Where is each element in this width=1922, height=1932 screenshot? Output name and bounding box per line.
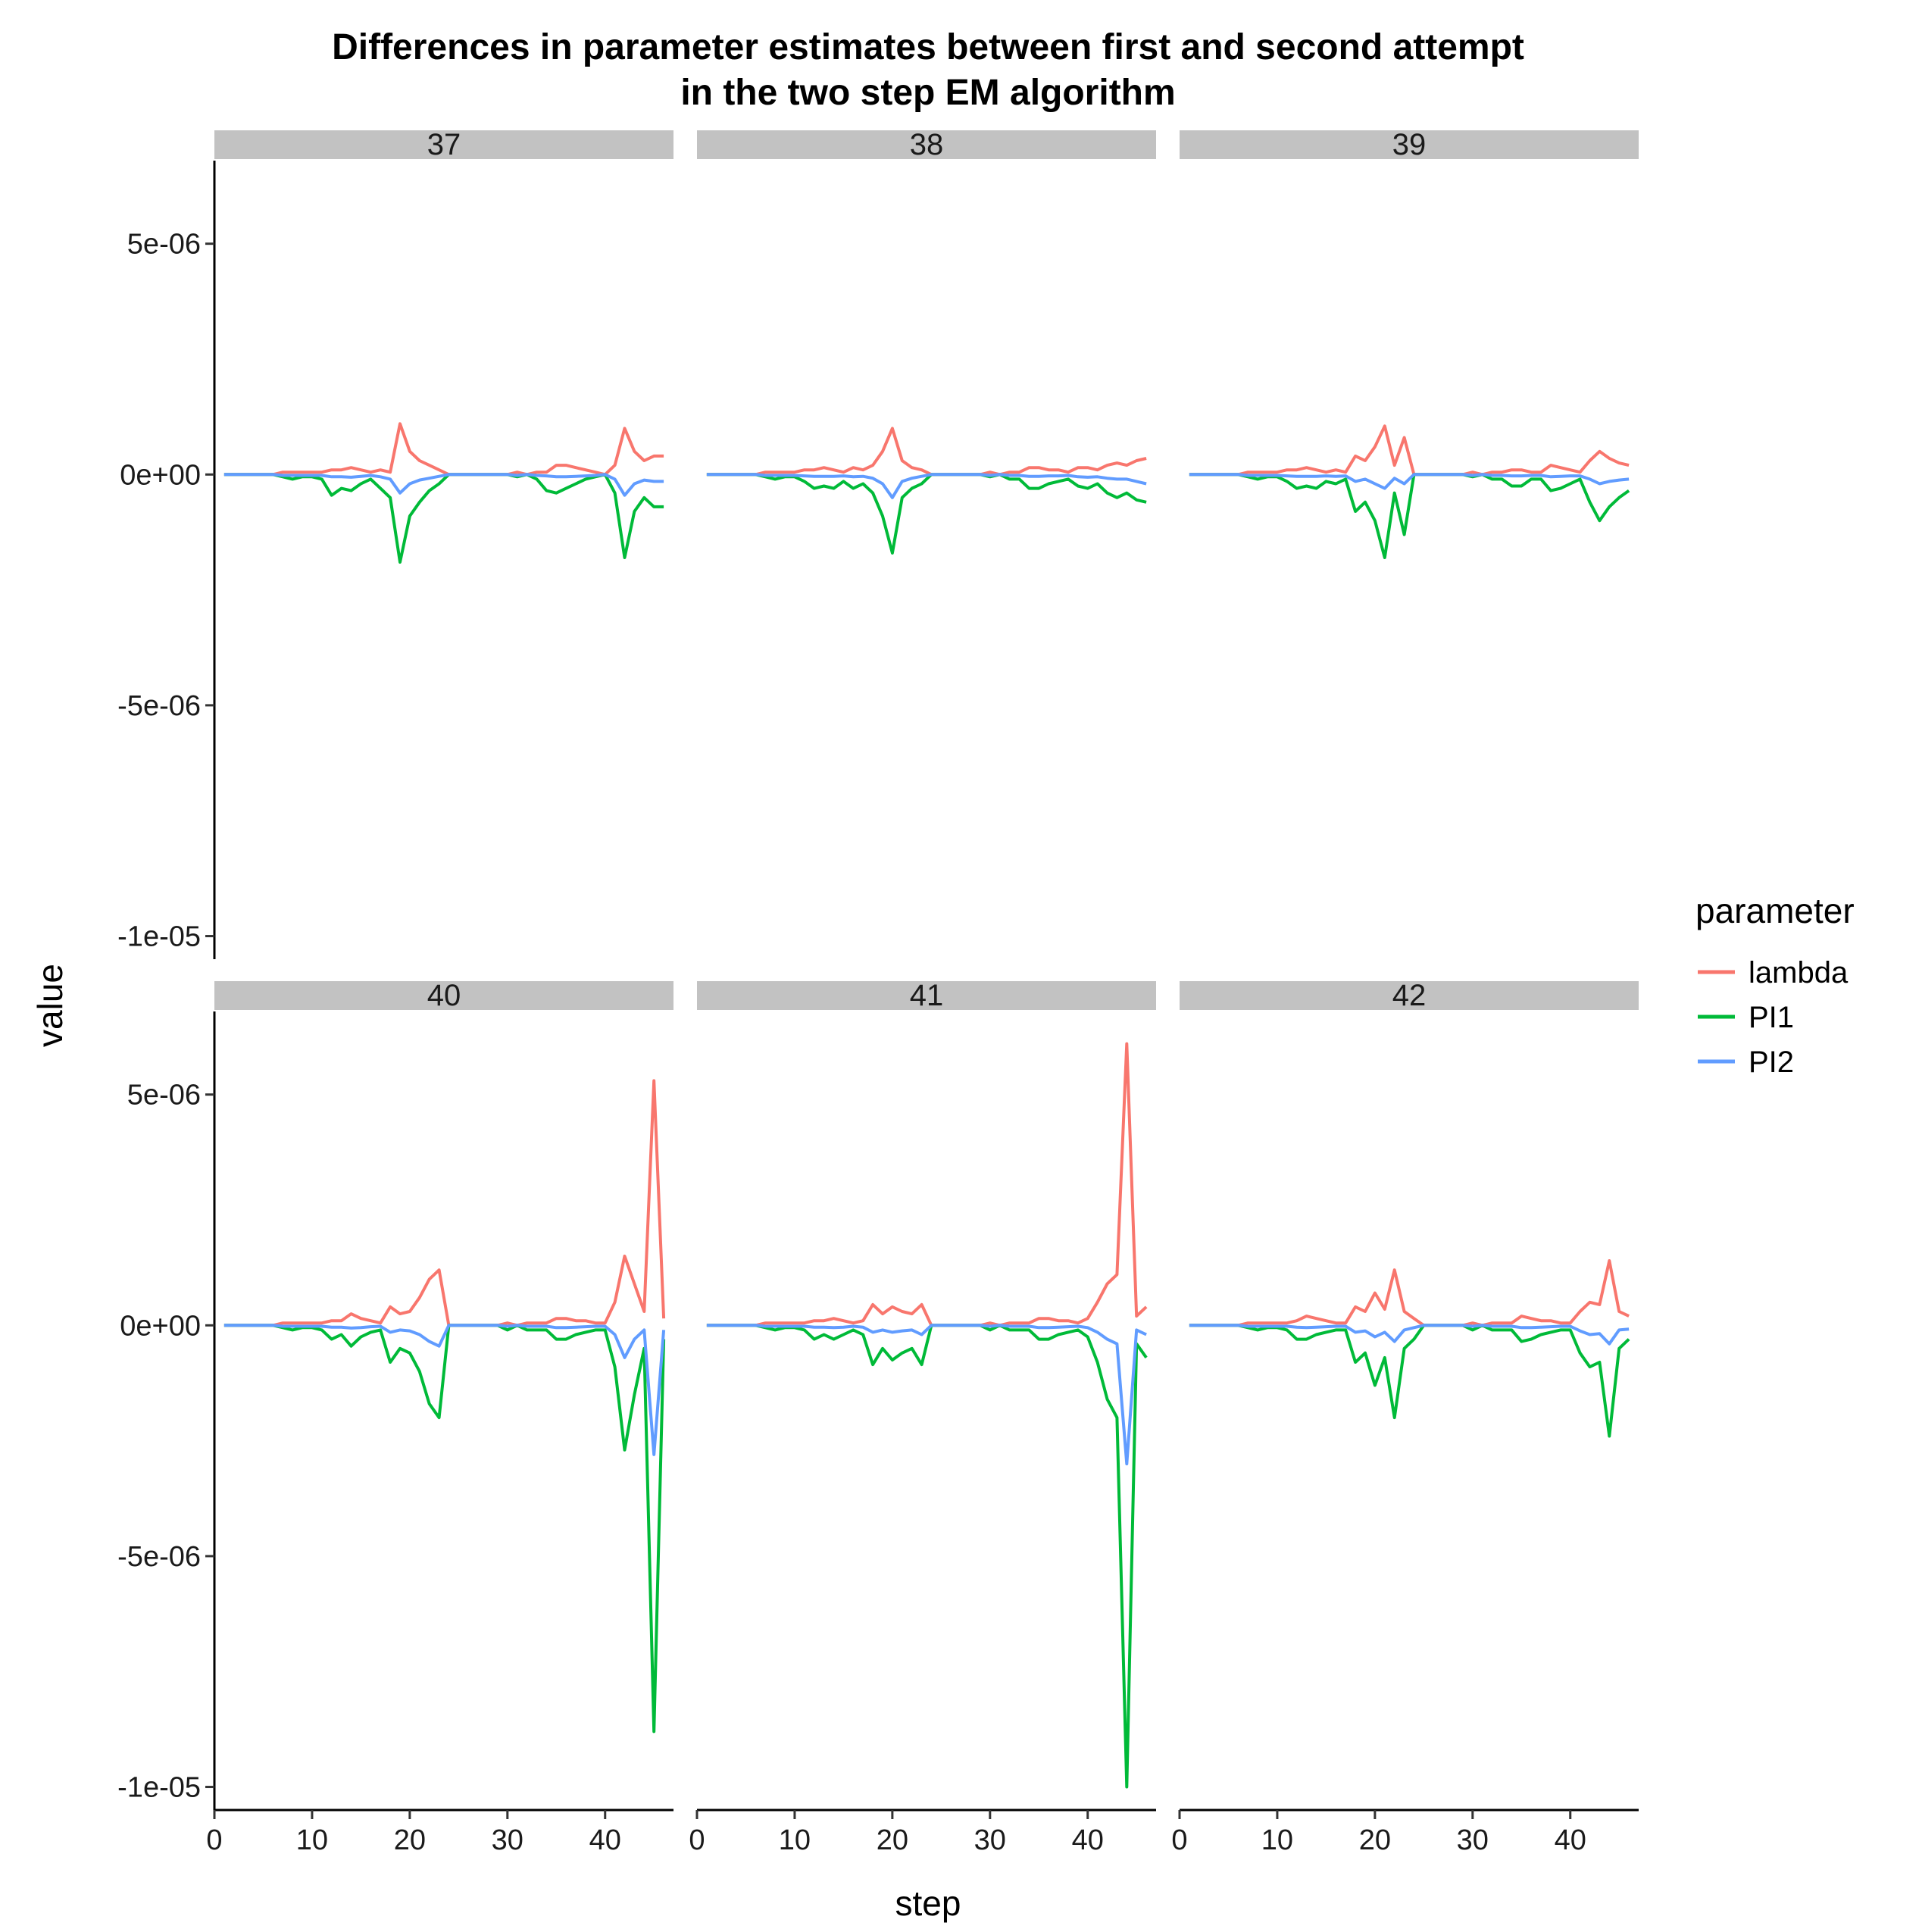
x-tick-label: 30	[974, 1824, 1006, 1856]
y-tick-label: 5e-06	[127, 229, 201, 261]
x-tick-label: 20	[1359, 1824, 1391, 1856]
x-tick-label: 10	[296, 1824, 328, 1856]
series-line-pi2	[223, 1324, 666, 1456]
y-tick-label: -1e-05	[117, 1772, 201, 1804]
series-line-pi1	[1189, 1324, 1630, 1438]
facet-strip-label: 39	[1392, 128, 1427, 161]
facet-panel-39: 39	[1180, 128, 1639, 559]
series-line-pi1	[223, 473, 664, 564]
series-line-lambda	[1189, 1259, 1630, 1327]
facet-strip	[697, 130, 1156, 159]
y-tick-label: -5e-06	[117, 1541, 201, 1573]
series-line-pi1	[706, 1324, 1148, 1789]
series-line-lambda	[223, 422, 664, 477]
series-line-pi2	[1189, 1324, 1630, 1346]
y-tick-label: 0e+00	[120, 459, 201, 491]
x-tick-label: 40	[1555, 1824, 1586, 1856]
series-line-pi2	[706, 473, 1147, 499]
y-tick-label: 5e-06	[127, 1080, 201, 1111]
y-axis-title: value	[30, 964, 70, 1047]
x-tick-label: 0	[689, 1824, 705, 1856]
x-tick-label: 30	[492, 1824, 523, 1856]
x-axes: 0 10 20 30 40 0 10 20 30 40 0 10 20 30 40	[206, 1809, 1639, 1856]
facet-strip	[697, 981, 1156, 1010]
x-axis-title: step	[895, 1884, 961, 1923]
facet-panel-38: 38	[697, 128, 1156, 555]
y-tick-label: -5e-06	[117, 690, 201, 722]
facet-strip	[214, 130, 673, 159]
facet-strip-label: 42	[1392, 979, 1427, 1012]
x-tick-label: 40	[589, 1824, 621, 1856]
facet-strip	[1180, 981, 1639, 1010]
legend-label-pi1: PI1	[1749, 1001, 1794, 1034]
y-axes: 5e-06 0e+00 -5e-06 -1e-05 5e-06 0e+00 -5e-06 -1…	[117, 161, 216, 1810]
facet-strip	[214, 981, 673, 1010]
chart-title: Differences in parameter estimates betwe…	[332, 27, 1524, 67]
facet-panel-37: 37	[214, 128, 673, 564]
series-line-lambda	[706, 1042, 1148, 1327]
series-line-pi2	[706, 1324, 1147, 1466]
legend-title: parameter	[1695, 891, 1855, 930]
x-tick-label: 10	[779, 1824, 811, 1856]
series-line-lambda	[706, 427, 1147, 477]
facet-strip-label: 41	[910, 979, 944, 1012]
x-tick-label: 40	[1072, 1824, 1104, 1856]
x-tick-label: 20	[394, 1824, 426, 1856]
facet-panel-42: 42	[1180, 979, 1639, 1438]
facet-strip-label: 38	[910, 128, 944, 161]
x-tick-label: 0	[1171, 1824, 1187, 1856]
facet-strip-label: 37	[427, 128, 461, 161]
facet-strip-label: 40	[427, 979, 461, 1012]
legend: parameter lambda PI1 PI2	[1695, 891, 1855, 1079]
series-line-lambda	[223, 1079, 666, 1327]
series-line-pi1	[223, 1324, 666, 1733]
chart-subtitle: in the two step EM algorithm	[680, 73, 1175, 113]
facet-panels: 37 38 39 40 41 42	[214, 128, 1639, 1789]
series-line-pi1	[706, 473, 1147, 555]
legend-label-pi2: PI2	[1749, 1046, 1794, 1079]
y-tick-label: -1e-05	[117, 921, 201, 953]
x-tick-label: 0	[206, 1824, 222, 1856]
x-tick-label: 10	[1261, 1824, 1293, 1856]
series-line-pi2	[223, 473, 664, 497]
facet-strip	[1180, 130, 1639, 159]
legend-label-lambda: lambda	[1749, 956, 1849, 989]
x-tick-label: 20	[877, 1824, 908, 1856]
facet-panel-41: 41	[697, 979, 1156, 1789]
legend-items: lambda PI1 PI2	[1698, 956, 1849, 1079]
facet-panel-40: 40	[214, 979, 673, 1733]
x-tick-label: 30	[1457, 1824, 1489, 1856]
series-line-pi2	[1189, 473, 1630, 490]
series-line-lambda	[1189, 424, 1630, 477]
y-tick-label: 0e+00	[120, 1310, 201, 1342]
series-line-pi1	[1189, 473, 1630, 559]
